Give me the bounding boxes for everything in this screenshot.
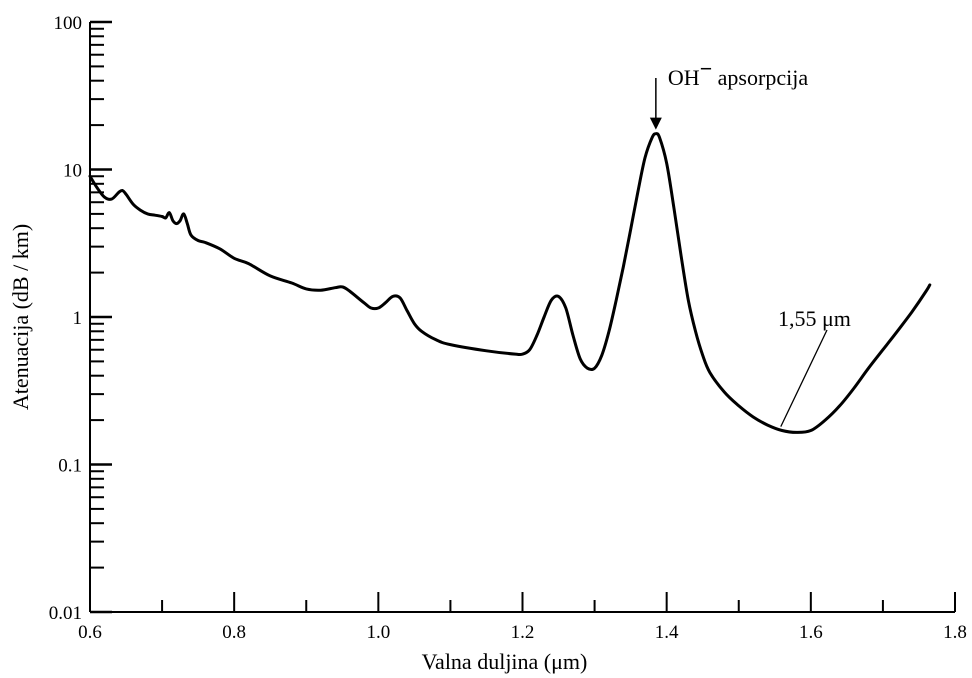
y-axis-ticks	[90, 20, 112, 614]
y-tick-label: 10	[63, 161, 82, 182]
y-axis-tick-labels: 0.01 0.1 1 10 100	[49, 13, 82, 624]
oh-absorption-label: OH− apsorpcija	[668, 56, 808, 90]
x-tick-label: 1.0	[366, 622, 390, 643]
y-axis-title: Atenuacija (dB / km)	[8, 224, 33, 410]
x-axis-title: Valna duljina (μm)	[422, 649, 588, 674]
wavelength-label: 1,55 μm	[778, 306, 851, 331]
x-tick-label: 1.2	[511, 622, 535, 643]
x-axis-tick-labels: 0.6 0.8 1.0 1.2 1.4 1.6 1.8	[78, 622, 967, 643]
y-tick-label: 0.1	[58, 456, 82, 477]
x-tick-label: 1.4	[655, 622, 679, 643]
x-tick-label: 0.8	[222, 622, 246, 643]
plot-area: 0.01 0.1 1 10 100 0.6 0.8 1.0 1.2 1.4 1.6 1.8 OH− …	[49, 13, 967, 643]
x-tick-label: 1.6	[799, 622, 823, 643]
wavelength-leader-line	[780, 329, 828, 427]
x-tick-label: 1.8	[943, 622, 967, 643]
x-tick-label: 0.6	[78, 622, 102, 643]
y-tick-label: 100	[54, 13, 83, 34]
y-tick-label: 0.01	[49, 603, 82, 624]
attenuation-curve	[88, 132, 932, 434]
y-tick-label: 1	[73, 308, 83, 329]
oh-arrow-head	[649, 117, 662, 130]
annotations: OH− apsorpcija 1,55 μm	[649, 56, 851, 427]
x-axis-ticks	[89, 592, 956, 612]
